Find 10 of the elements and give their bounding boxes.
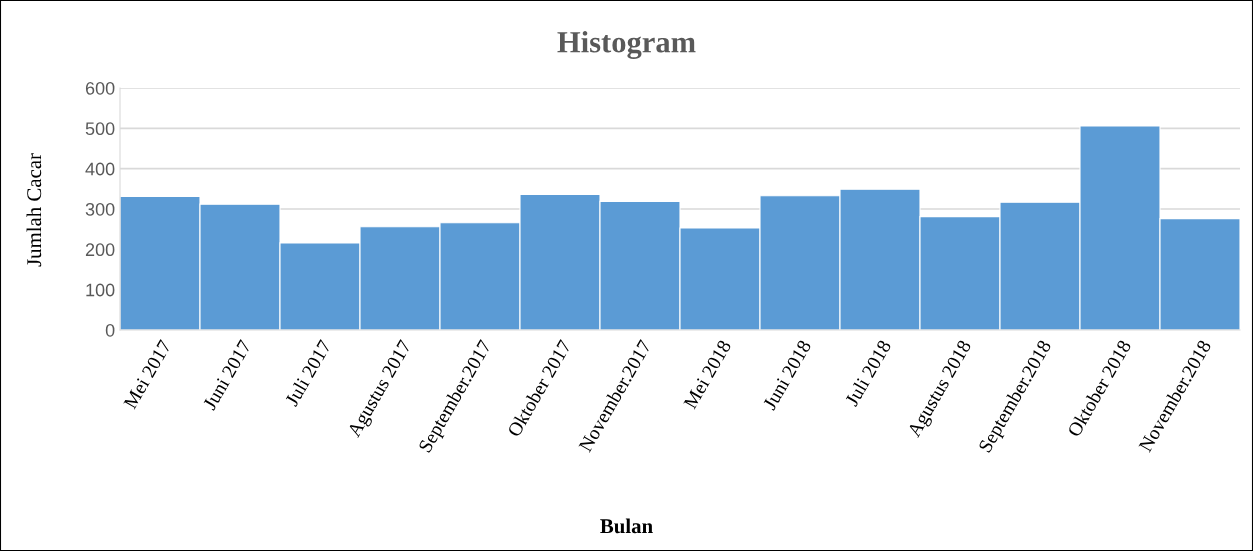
- y-tick-label: 200: [85, 243, 115, 257]
- y-tick-label: 400: [85, 162, 115, 176]
- y-tick-label: 300: [85, 202, 115, 216]
- y-tick-label: 0: [105, 323, 115, 337]
- y-tick-label: 600: [85, 81, 115, 95]
- y-tick-label: 500: [85, 122, 115, 136]
- chart-title: Histogram: [557, 31, 696, 59]
- y-tick-label: 100: [86, 283, 115, 297]
- y-axis-title: Jumlah Cacar: [26, 153, 42, 267]
- x-axis-title: Bulan: [600, 518, 653, 534]
